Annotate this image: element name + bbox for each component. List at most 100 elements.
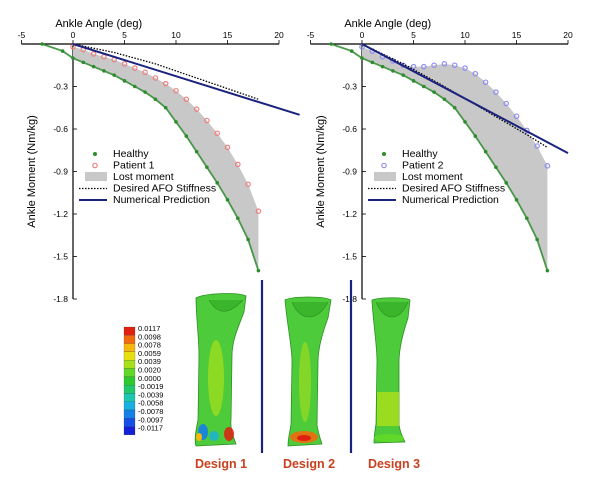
healthy-point <box>215 181 219 185</box>
x-tick-label: 5 <box>122 30 127 40</box>
afo-design-2-render <box>284 296 332 447</box>
healthy-point <box>545 268 550 273</box>
displacement-color-scale: 0.01170.00980.00780.00590.00390.00200.00… <box>123 324 163 436</box>
healthy-point <box>236 216 240 221</box>
healthy-point <box>401 73 406 77</box>
healthy-point <box>535 237 539 242</box>
x-tick-label: 10 <box>460 30 470 40</box>
scale-value-label: 0.0000 <box>138 374 161 383</box>
numerical-prediction-line <box>72 43 300 116</box>
patient-point <box>472 70 479 77</box>
scale-swatch <box>123 401 136 411</box>
patient-point <box>441 61 448 67</box>
patient-point <box>513 113 520 120</box>
y-tick-label: -0.3 <box>342 82 357 92</box>
y-tick-label: -0.6 <box>53 124 68 134</box>
healthy-point <box>71 56 75 60</box>
scale-swatch <box>123 343 136 353</box>
patient-point <box>451 62 458 69</box>
legend-label: Healthy <box>402 148 438 160</box>
patient-point <box>121 61 128 67</box>
healthy-point <box>349 49 354 53</box>
healthy-point <box>102 69 106 73</box>
y-tick-label: -1.5 <box>342 252 357 262</box>
scale-swatch <box>123 326 136 336</box>
lost-moment-area <box>362 46 548 271</box>
healthy-point <box>329 42 333 46</box>
y-tick-label: -0.9 <box>53 167 68 177</box>
legend-label: Numerical Prediction <box>113 194 210 206</box>
x-axis-title: Ankle Angle (deg) <box>344 18 431 30</box>
scale-value-label: 0.0078 <box>138 341 161 350</box>
y-axis-title: Ankle Moment (Nm/kg) <box>26 115 38 227</box>
patient-point <box>204 117 210 124</box>
y-tick-label: -0.3 <box>53 82 68 92</box>
numerical-prediction-line <box>361 43 569 154</box>
healthy-point <box>143 90 147 94</box>
healthy-point <box>194 149 199 154</box>
patient-point <box>90 51 97 57</box>
x-tick-label: 15 <box>512 30 522 40</box>
scale-swatch <box>123 426 136 436</box>
x-tick-label: 15 <box>223 30 233 40</box>
legend-marker-patient <box>381 162 387 169</box>
healthy-point <box>504 181 509 185</box>
legend-label: Desired AFO Stiffness <box>113 183 216 195</box>
patient-point <box>132 65 138 71</box>
patient-point <box>245 181 251 188</box>
healthy-point <box>370 60 375 65</box>
patient-point <box>420 63 427 70</box>
x-tick-label: -5 <box>18 30 26 40</box>
healthy-point <box>494 165 498 170</box>
healthy-point <box>442 97 447 102</box>
scale-value-label: 0.0117 <box>138 324 160 333</box>
healthy-point <box>122 79 127 83</box>
healthy-point <box>153 97 158 102</box>
y-tick-label: -1.8 <box>342 294 357 304</box>
y-tick-label: -0.9 <box>342 167 357 177</box>
legend-label: Healthy <box>113 148 149 160</box>
scale-swatch <box>123 418 136 427</box>
healthy-point <box>525 216 529 221</box>
healthy-point <box>112 73 116 77</box>
legend-label: Numerical Prediction <box>402 194 499 206</box>
y-tick-label: -1.2 <box>342 209 357 219</box>
legend-marker-lost-moment <box>374 172 396 181</box>
healthy-point <box>163 105 168 110</box>
healthy-point <box>422 84 426 89</box>
healthy-point <box>514 198 519 202</box>
legend-marker-healthy <box>382 152 386 156</box>
patient-point <box>482 79 489 86</box>
patient-point <box>183 96 190 103</box>
scale-swatch <box>123 335 136 344</box>
scale-value-label: -0.0078 <box>138 407 163 416</box>
scale-swatch <box>123 376 136 386</box>
patient-point <box>214 130 221 137</box>
patient-point <box>462 65 468 71</box>
lost-moment-area <box>73 46 259 271</box>
healthy-point <box>246 237 250 242</box>
scale-value-label: 0.0098 <box>138 332 161 341</box>
scale-value-label: -0.0039 <box>138 390 163 399</box>
healthy-point <box>360 56 364 60</box>
healthy-point <box>380 64 385 69</box>
legend-label: Lost moment <box>113 171 174 183</box>
x-tick-label: 0 <box>360 30 365 40</box>
x-tick-label: -5 <box>307 30 315 40</box>
patient-point <box>152 75 159 81</box>
healthy-point <box>184 134 189 138</box>
healthy-point <box>483 149 488 154</box>
healthy-point <box>391 69 395 73</box>
scale-swatch <box>123 385 136 394</box>
patient-point <box>162 80 169 87</box>
healthy-point <box>133 84 137 89</box>
x-tick-label: 10 <box>171 30 181 40</box>
scale-swatch <box>123 409 136 419</box>
legend-marker-lost-moment <box>85 172 107 181</box>
scale-swatch <box>123 393 136 402</box>
scale-value-label: -0.0117 <box>138 424 163 433</box>
design-1-label: Design 1 <box>195 457 247 471</box>
scale-swatch <box>123 351 136 361</box>
design-3-label: Design 3 <box>368 457 420 471</box>
